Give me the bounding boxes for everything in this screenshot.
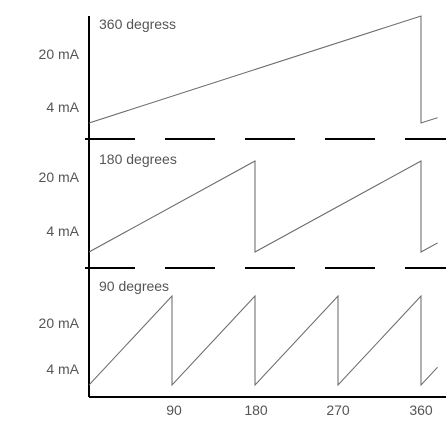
- panel-360-ytick-4ma: 4 mA: [46, 99, 79, 115]
- waveform-180: [88, 160, 438, 253]
- xtick-270: 270: [326, 402, 350, 418]
- panel-180-ytick-4ma: 4 mA: [46, 223, 79, 239]
- xtick-180: 180: [244, 402, 268, 418]
- panel-title-90: 90 degrees: [99, 278, 169, 294]
- axis-frame: [55, 16, 446, 398]
- xtick-90: 90: [166, 402, 182, 418]
- xtick-360: 360: [409, 402, 433, 418]
- panel-title-360: 360 degress: [99, 16, 176, 32]
- panel-90-ytick-20ma: 20 mA: [39, 315, 80, 331]
- waveform-360: [88, 15, 438, 124]
- waveform-90: [88, 294, 438, 387]
- panel-180-ytick-20ma: 20 mA: [39, 169, 80, 185]
- panel-360-ytick-20ma: 20 mA: [39, 46, 80, 62]
- waveforms: [88, 15, 438, 387]
- panel-90-ytick-4ma: 4 mA: [46, 361, 79, 377]
- panel-title-180: 180 degrees: [99, 151, 177, 167]
